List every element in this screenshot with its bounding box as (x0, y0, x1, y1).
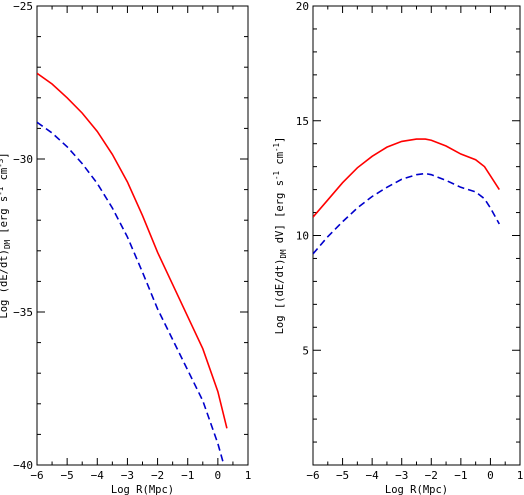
left-panel: −6 −5 −4 −3 −2 −1 0 1 −40 −35 −30 −25 Log R(Mpc) Log … (0, 0, 251, 495)
x-tick-label: −6 (306, 469, 319, 482)
y-tick-label: −30 (13, 153, 33, 166)
y-tick-label: −35 (13, 306, 33, 319)
x-tick-label: −5 (61, 469, 74, 482)
y-tick-label: 20 (296, 0, 309, 13)
x-tick-label: −2 (151, 469, 164, 482)
x-tick-label: 1 (517, 469, 524, 482)
solid-series-line (313, 138, 500, 218)
dashed-series-line (37, 121, 225, 465)
plot-frame (36, 5, 249, 466)
x-tick-label: −5 (336, 469, 349, 482)
x-tick-label: −1 (181, 469, 194, 482)
y-tick-label: 15 (296, 115, 309, 128)
x-tick-label: 1 (245, 469, 252, 482)
x-tick-label: −4 (91, 469, 105, 482)
solid-series-line (37, 72, 228, 429)
x-tick-label: −3 (121, 469, 134, 482)
x-tick-label: −4 (366, 469, 380, 482)
x-tick-label: 0 (487, 469, 494, 482)
x-tick-label: −1 (454, 469, 467, 482)
y-tick-label: 10 (296, 230, 309, 243)
x-tick-label: 0 (215, 469, 222, 482)
x-tick-label: −6 (30, 469, 43, 482)
y-tick-label: 5 (302, 344, 309, 357)
x-tick-label: −3 (395, 469, 408, 482)
y-axis-label: Log [(dE/dt)DM dV] [erg s-1 cm-1] (272, 137, 288, 335)
x-axis-label: Log R(Mpc) (385, 484, 448, 495)
y-tick-label: −40 (13, 459, 33, 472)
y-axis-label: Log (dE/dt)DM [erg s-1 cm-3] (0, 152, 12, 318)
y-tick-label: −25 (13, 0, 33, 13)
plot-frame (312, 5, 521, 466)
x-axis-label: Log R(Mpc) (111, 484, 174, 495)
dashed-series-line (313, 172, 501, 255)
x-tick-label: −2 (425, 469, 438, 482)
